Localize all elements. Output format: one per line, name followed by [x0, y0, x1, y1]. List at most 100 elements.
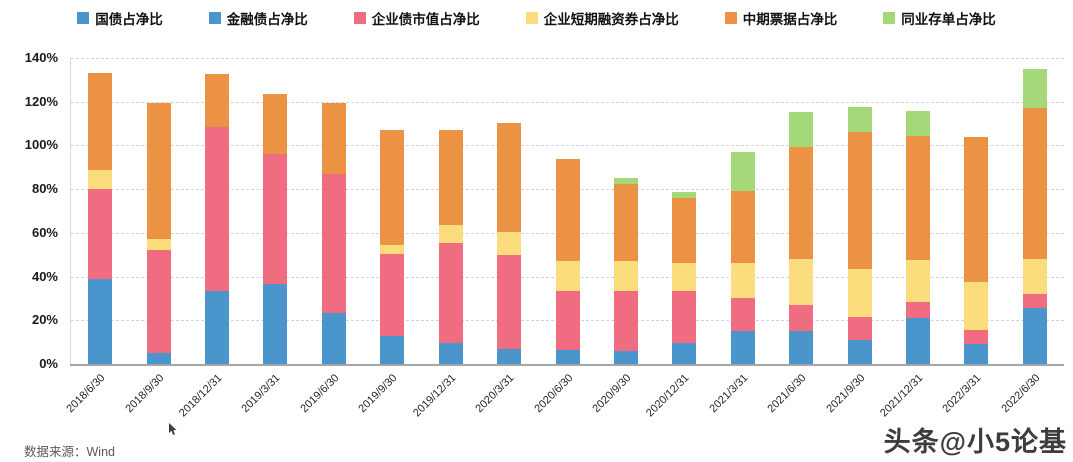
bar-segment [1022, 294, 1047, 309]
plot-area [70, 58, 1064, 364]
bar-segment [905, 301, 930, 319]
bar-column [847, 107, 872, 364]
legend-swatch-icon [353, 12, 366, 24]
bar-segment [205, 290, 230, 364]
bar-segment [789, 146, 814, 260]
y-axis-tick-label: 100% [24, 137, 58, 153]
bar-column [555, 158, 580, 364]
bar-segment [672, 197, 697, 264]
bar-segment [555, 349, 580, 364]
legend-item: 中期票据占净比 [724, 8, 838, 28]
bar-segment [905, 135, 930, 261]
bar-segment [613, 261, 638, 291]
bar-segment [730, 331, 755, 364]
data-source-label: 数据来源：Wind [24, 445, 115, 459]
bar-segment [672, 343, 697, 364]
bar-segment [205, 126, 230, 291]
bar-segment [555, 290, 580, 350]
bar-column [905, 110, 930, 364]
bar-segment [847, 339, 872, 364]
bar-segment [380, 253, 405, 336]
bar-segment [905, 260, 930, 302]
y-axis-tick-label: 140% [24, 50, 58, 65]
bar-segment [146, 353, 171, 364]
gridline [71, 145, 1064, 147]
bar-column [672, 192, 697, 364]
bar-column [263, 94, 288, 364]
bar-segment [789, 259, 814, 305]
bar-segment [789, 331, 814, 364]
y-axis-tick-label: 80% [31, 181, 58, 197]
bar-column [321, 102, 346, 364]
mouse-cursor-icon [169, 423, 177, 435]
y-axis-tick-label: 0% [39, 356, 58, 371]
bar-column [380, 130, 405, 364]
bar-segment [205, 74, 230, 127]
bar-segment [263, 154, 288, 285]
bar-segment [730, 191, 755, 264]
bar-segment [1022, 259, 1047, 295]
bar-column [789, 111, 814, 364]
bar-segment [88, 189, 113, 279]
bar-segment [146, 250, 171, 354]
bar-segment [613, 183, 638, 262]
legend-item: 同业存单占净比 [883, 8, 996, 28]
bar-segment [263, 284, 288, 364]
bar-segment [964, 344, 989, 364]
legend-label: 企业短期融资券占净比 [543, 12, 679, 27]
bar-segment [88, 73, 113, 170]
bar-segment [555, 261, 580, 291]
bar-segment [438, 225, 463, 243]
bar-segment [380, 130, 405, 245]
bar-segment [438, 130, 463, 226]
bar-segment [730, 298, 755, 332]
bar-segment [321, 173, 346, 313]
legend-item: 国债占净比 [77, 8, 163, 28]
legend-label: 同业存单占净比 [901, 12, 996, 27]
bar-column [730, 152, 755, 364]
bar-segment [497, 231, 522, 255]
bar-segment [380, 244, 405, 254]
bar-segment [730, 152, 755, 192]
legend-swatch-icon [77, 12, 90, 24]
y-axis-tick-label: 40% [31, 268, 58, 284]
legend-swatch-icon [883, 12, 896, 24]
bar-segment [497, 122, 522, 232]
bar-segment [613, 290, 638, 351]
legend-item: 企业债市值占净比 [353, 8, 480, 28]
bar-segment [847, 132, 872, 269]
legend-label: 金融债占净比 [226, 12, 308, 27]
legend-swatch-icon [724, 12, 737, 24]
bar-column [497, 122, 522, 364]
bar-column [613, 178, 638, 364]
legend-label: 国债占净比 [95, 12, 163, 27]
legend-item: 金融债占净比 [208, 8, 308, 28]
y-axis-tick-label: 60% [31, 224, 58, 240]
bar-column [146, 102, 171, 364]
bar-segment [88, 278, 113, 364]
gridline [71, 101, 1064, 103]
bar-segment [730, 263, 755, 299]
bar-segment [1022, 108, 1047, 260]
bar-segment [380, 335, 405, 364]
x-axis-line [70, 364, 1064, 366]
bar-segment [438, 343, 463, 364]
watermark-text: 头条@小5论基 [883, 427, 1067, 457]
y-axis-tick-label: 20% [31, 312, 58, 328]
bar-segment [905, 318, 930, 364]
bar-segment [1022, 308, 1047, 364]
bar-segment [847, 268, 872, 318]
bar-segment [88, 169, 113, 190]
chart-legend: 国债占净比 金融债占净比 企业债市值占净比 企业短期融资券占净比 中期票据占净比 同业存单… [0, 8, 1073, 28]
bar-segment [438, 242, 463, 344]
bar-segment [964, 282, 989, 331]
bar-column [438, 130, 463, 364]
bar-column [205, 74, 230, 364]
bar-segment [146, 239, 171, 251]
bar-segment [263, 94, 288, 155]
legend-item: 企业短期融资券占净比 [525, 8, 679, 28]
legend-label: 中期票据占净比 [742, 12, 838, 27]
y-axis-tick-label: 120% [24, 93, 58, 109]
bar-segment [497, 348, 522, 364]
bar-segment [613, 178, 638, 184]
